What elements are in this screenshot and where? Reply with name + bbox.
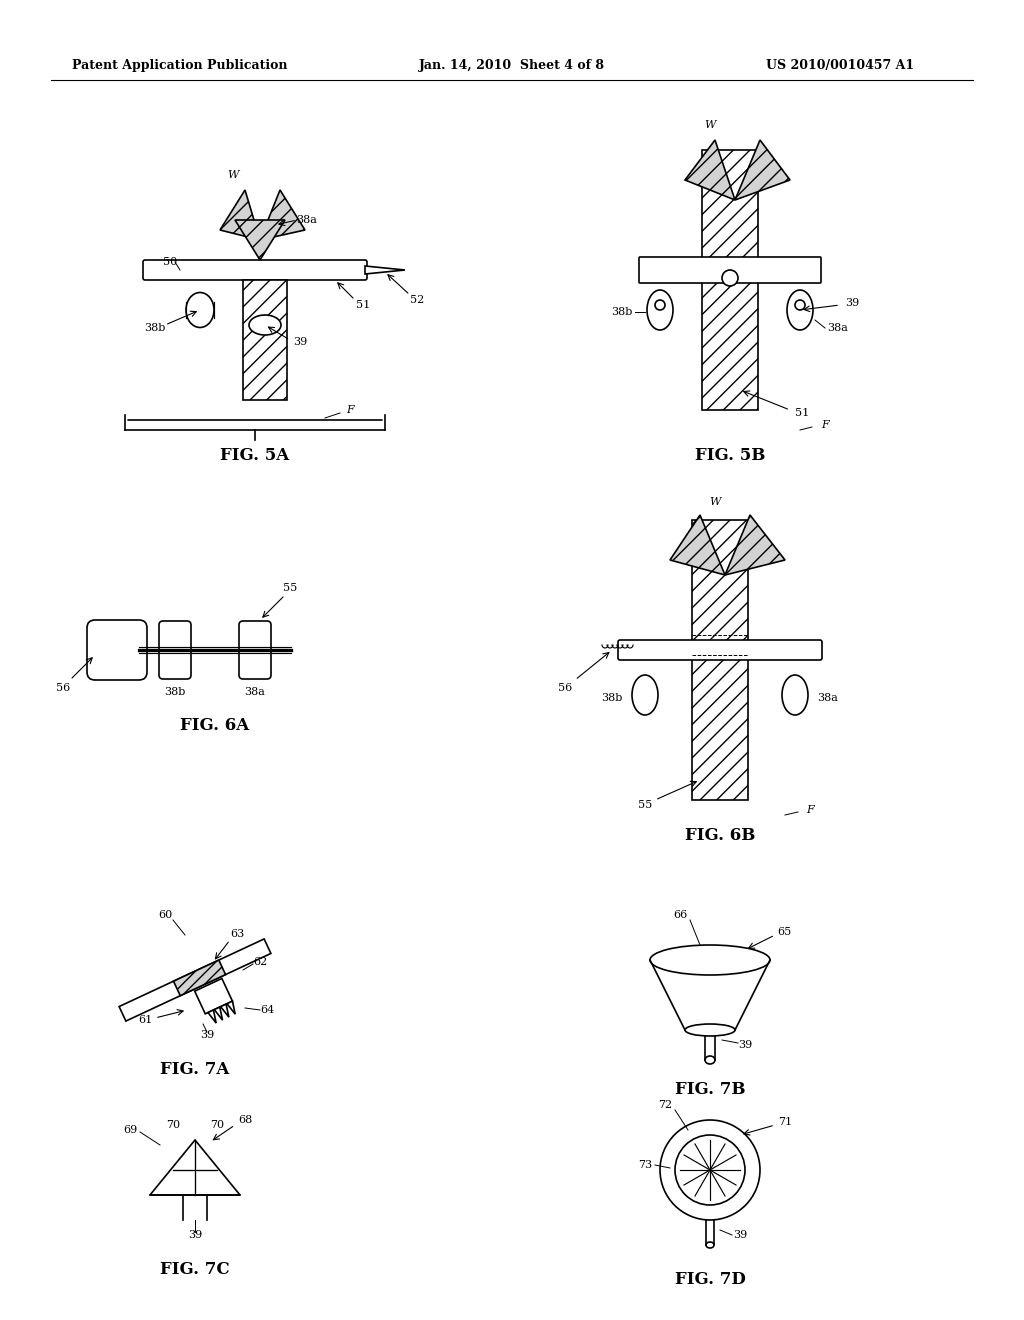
Polygon shape — [735, 140, 790, 201]
Text: FIG. 6A: FIG. 6A — [180, 717, 250, 734]
Text: 52: 52 — [410, 294, 424, 305]
Text: 63: 63 — [229, 929, 244, 939]
Text: 39: 39 — [200, 1030, 214, 1040]
Text: W: W — [227, 170, 239, 180]
Polygon shape — [208, 1010, 216, 1023]
Polygon shape — [195, 978, 232, 1014]
Text: FIG. 6B: FIG. 6B — [685, 826, 755, 843]
Text: FIG. 5B: FIG. 5B — [695, 446, 765, 463]
Ellipse shape — [787, 290, 813, 330]
Text: 69: 69 — [123, 1125, 137, 1135]
Polygon shape — [670, 515, 725, 576]
Text: 39: 39 — [845, 298, 859, 308]
Circle shape — [795, 300, 805, 310]
Text: Patent Application Publication: Patent Application Publication — [73, 58, 288, 71]
Ellipse shape — [632, 675, 658, 715]
Text: 51: 51 — [356, 300, 370, 310]
Circle shape — [655, 300, 665, 310]
Polygon shape — [702, 150, 758, 411]
FancyBboxPatch shape — [87, 620, 147, 680]
Text: 50: 50 — [163, 257, 177, 267]
Ellipse shape — [706, 1242, 714, 1247]
Text: 56: 56 — [558, 682, 572, 693]
Polygon shape — [214, 1007, 222, 1020]
Polygon shape — [725, 515, 785, 576]
FancyBboxPatch shape — [239, 620, 271, 678]
Polygon shape — [150, 1140, 240, 1195]
Ellipse shape — [186, 293, 214, 327]
Polygon shape — [220, 190, 260, 240]
Text: 56: 56 — [56, 682, 70, 693]
Text: US 2010/0010457 A1: US 2010/0010457 A1 — [766, 58, 914, 71]
Polygon shape — [365, 267, 406, 275]
Polygon shape — [692, 520, 748, 800]
Text: 70: 70 — [166, 1119, 180, 1130]
Text: 66: 66 — [673, 909, 687, 920]
Polygon shape — [220, 1005, 229, 1018]
Text: 39: 39 — [733, 1230, 748, 1239]
Text: 60: 60 — [158, 909, 172, 920]
Circle shape — [660, 1119, 760, 1220]
Text: 55: 55 — [283, 583, 297, 593]
Circle shape — [675, 1135, 745, 1205]
Polygon shape — [227, 1001, 236, 1014]
Text: 39: 39 — [187, 1230, 202, 1239]
Polygon shape — [234, 220, 285, 260]
Text: W: W — [705, 120, 716, 129]
FancyBboxPatch shape — [639, 257, 821, 282]
Text: F: F — [821, 420, 828, 430]
Text: 68: 68 — [238, 1115, 252, 1125]
Text: 61: 61 — [138, 1015, 153, 1026]
FancyBboxPatch shape — [618, 640, 822, 660]
Text: 65: 65 — [777, 927, 792, 937]
Text: 38a: 38a — [297, 215, 317, 224]
Text: 51: 51 — [795, 408, 809, 418]
Ellipse shape — [705, 1056, 715, 1064]
Ellipse shape — [685, 1024, 735, 1036]
Text: 72: 72 — [658, 1100, 672, 1110]
Text: 38b: 38b — [144, 323, 166, 333]
Text: 39: 39 — [738, 1040, 752, 1049]
Polygon shape — [243, 280, 287, 400]
Text: 38a: 38a — [245, 686, 265, 697]
Text: FIG. 7B: FIG. 7B — [675, 1081, 745, 1098]
Text: 38a: 38a — [817, 693, 839, 704]
Text: FIG. 7D: FIG. 7D — [675, 1271, 745, 1288]
Polygon shape — [260, 190, 305, 240]
Text: 62: 62 — [253, 957, 267, 968]
Text: 64: 64 — [260, 1005, 274, 1015]
Text: 71: 71 — [778, 1117, 792, 1127]
Text: 55: 55 — [638, 800, 652, 810]
Text: W: W — [710, 498, 721, 507]
Text: Jan. 14, 2010  Sheet 4 of 8: Jan. 14, 2010 Sheet 4 of 8 — [419, 58, 605, 71]
Text: F: F — [346, 405, 354, 414]
Text: 39: 39 — [293, 337, 307, 347]
Text: 38b: 38b — [611, 308, 633, 317]
Ellipse shape — [650, 945, 770, 975]
Polygon shape — [173, 960, 225, 995]
Text: FIG. 7A: FIG. 7A — [161, 1061, 229, 1078]
Text: 38b: 38b — [601, 693, 623, 704]
Text: 70: 70 — [210, 1119, 224, 1130]
Ellipse shape — [249, 315, 281, 335]
FancyBboxPatch shape — [159, 620, 191, 678]
Text: 38a: 38a — [827, 323, 849, 333]
Ellipse shape — [647, 290, 673, 330]
Polygon shape — [685, 140, 735, 201]
FancyBboxPatch shape — [143, 260, 367, 280]
Circle shape — [722, 271, 738, 286]
Ellipse shape — [782, 675, 808, 715]
Text: FIG. 5A: FIG. 5A — [220, 446, 290, 463]
Text: 73: 73 — [638, 1160, 652, 1170]
Text: FIG. 7C: FIG. 7C — [160, 1262, 229, 1279]
Text: F: F — [806, 805, 814, 814]
Text: 38b: 38b — [164, 686, 185, 697]
Polygon shape — [119, 939, 271, 1022]
